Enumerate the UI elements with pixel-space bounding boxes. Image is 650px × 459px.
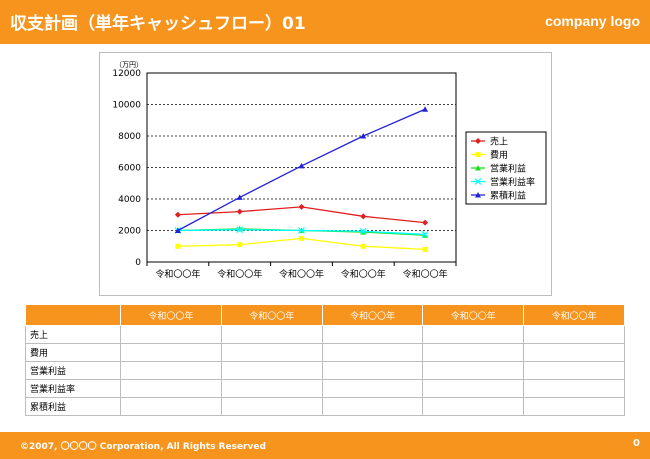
table-cell[interactable] — [220, 325, 323, 344]
table-cell[interactable] — [220, 397, 323, 416]
data-table: 令和〇〇年 令和〇〇年 令和〇〇年 令和〇〇年 令和〇〇年 売上 費用 営業利益… — [25, 304, 625, 416]
table-row: 営業利益 — [25, 361, 625, 380]
legend-label: 営業利益 — [490, 163, 526, 175]
y-unit-label: （万円） — [115, 61, 143, 69]
data-point — [299, 235, 304, 241]
company-logo: company logo — [545, 13, 640, 29]
table-cell[interactable] — [220, 379, 323, 398]
data-point — [298, 162, 305, 169]
data-point — [360, 243, 366, 249]
y-tick-label: 2000 — [118, 227, 141, 237]
data-point — [236, 194, 243, 200]
table-cell[interactable] — [220, 343, 323, 362]
y-tick-label: 6000 — [118, 164, 141, 174]
legend-marker — [475, 165, 481, 171]
header-bar: 収支計画（単年キャッシュフロー）01 company logo — [0, 0, 650, 44]
x-tick-label: 令和〇〇年 — [217, 268, 262, 280]
chart-panel: 0 2000 4000 6000 8000 10000 12000 （万円） 令和〇〇年 令和〇〇… — [99, 52, 552, 296]
table-cell[interactable] — [422, 379, 525, 398]
legend-label: 費用 — [490, 149, 508, 161]
table-cell[interactable] — [321, 379, 424, 398]
table-cell[interactable] — [120, 397, 222, 416]
data-point — [236, 226, 244, 234]
page-number: 0 — [633, 438, 640, 449]
table-header-cell: 令和〇〇年 — [220, 304, 323, 326]
table-cell[interactable] — [120, 343, 222, 362]
table-cell[interactable] — [120, 361, 222, 380]
table-corner — [25, 304, 121, 326]
data-point — [360, 133, 367, 139]
legend-marker — [474, 178, 482, 185]
table-cell[interactable] — [523, 343, 625, 362]
data-point — [421, 231, 429, 238]
table-cell[interactable] — [321, 397, 424, 416]
x-tick-label: 令和〇〇年 — [279, 268, 324, 280]
data-point — [298, 227, 305, 234]
row-label: 費用 — [25, 343, 121, 362]
table-row: 売上 — [25, 325, 625, 344]
table-row: 営業利益率 — [25, 379, 625, 398]
data-point — [236, 208, 243, 215]
table-header-cell: 令和〇〇年 — [120, 304, 222, 326]
legend-marker — [475, 152, 481, 157]
table-header-row: 令和〇〇年 令和〇〇年 令和〇〇年 令和〇〇年 令和〇〇年 — [25, 304, 625, 326]
row-label: 営業利益 — [25, 361, 121, 380]
y-tick-label: 8000 — [118, 132, 141, 142]
data-point — [298, 203, 305, 210]
table-row: 費用 — [25, 343, 625, 362]
data-point — [359, 227, 367, 235]
table-row: 累積利益 — [25, 397, 625, 416]
legend-label: 営業利益率 — [490, 176, 535, 188]
data-point — [175, 243, 181, 249]
table-cell[interactable] — [321, 325, 424, 344]
table-cell[interactable] — [422, 325, 525, 344]
line-chart: 0 2000 4000 6000 8000 10000 12000（万円） 令和〇〇年 令和〇〇… — [112, 61, 547, 280]
table-cell[interactable] — [422, 361, 525, 380]
data-point — [422, 106, 429, 112]
data-point — [174, 211, 181, 218]
legend-marker — [475, 138, 481, 144]
footer-bar: ©2007, 〇〇〇〇 Corporation, All Rights Rese… — [0, 432, 650, 459]
row-label: 営業利益率 — [25, 379, 121, 398]
x-tick-label: 令和〇〇年 — [403, 268, 448, 280]
table-cell[interactable] — [321, 343, 424, 362]
table-cell[interactable] — [220, 361, 323, 380]
legend-label: 売上 — [490, 136, 508, 148]
row-label: 累積利益 — [25, 397, 121, 416]
table-header-cell: 令和〇〇年 — [422, 304, 525, 326]
table-header-cell: 令和〇〇年 — [523, 304, 625, 326]
y-tick-label: 4000 — [118, 195, 141, 205]
table-cell[interactable] — [422, 397, 525, 416]
data-point — [360, 213, 367, 220]
data-point — [422, 219, 429, 226]
table-cell[interactable] — [523, 325, 625, 344]
y-tick-label: 10000 — [112, 101, 141, 111]
copyright-text: ©2007, 〇〇〇〇 Corporation, All Rights Rese… — [20, 442, 266, 452]
table-cell[interactable] — [422, 343, 525, 362]
x-tick-label: 令和〇〇年 — [341, 268, 386, 280]
data-point — [422, 246, 428, 252]
table-cell[interactable] — [523, 397, 625, 416]
table-cell[interactable] — [120, 379, 222, 398]
data-point — [174, 227, 181, 233]
table-cell[interactable] — [523, 361, 625, 380]
y-tick-label: 0 — [135, 258, 141, 268]
legend-label: 累積利益 — [490, 190, 526, 202]
table-cell[interactable] — [321, 361, 424, 380]
y-tick-label: 12000 — [112, 69, 141, 79]
table-cell[interactable] — [523, 379, 625, 398]
table-cell[interactable] — [120, 325, 222, 344]
legend-marker — [475, 192, 481, 198]
x-tick-label: 令和〇〇年 — [155, 268, 200, 280]
data-point — [237, 242, 243, 248]
row-label: 売上 — [25, 325, 121, 344]
table-header-cell: 令和〇〇年 — [321, 304, 424, 326]
page-title: 収支計画（単年キャッシュフロー）01 — [10, 14, 306, 34]
